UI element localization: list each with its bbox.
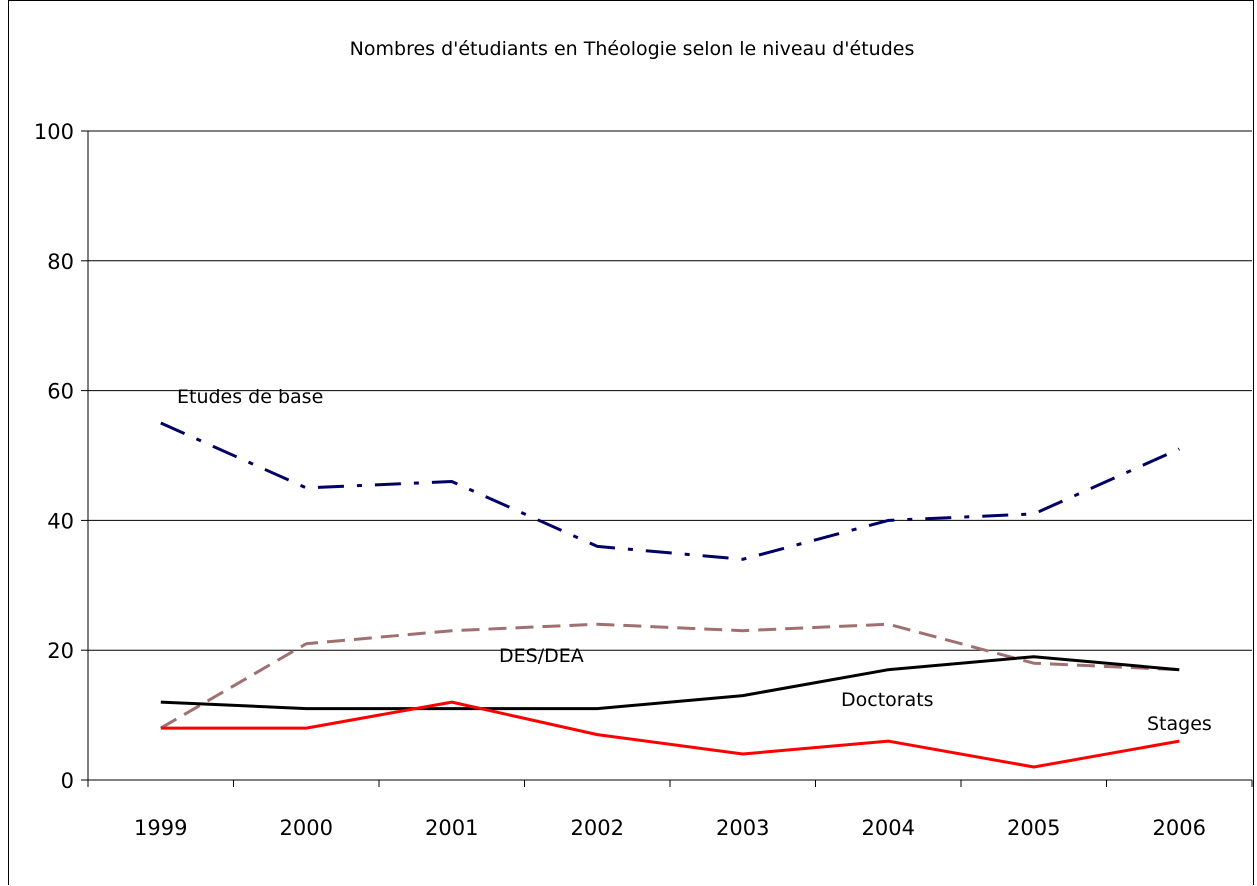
series-lines xyxy=(160,421,1180,769)
chart-frame: Nombres d'étudiants en Théologie selon l… xyxy=(8,0,1254,885)
y-tick-label: 60 xyxy=(47,380,74,404)
x-tick-label: 2006 xyxy=(1153,816,1206,840)
x-tick-label: 2000 xyxy=(280,816,333,840)
y-tick-label: 20 xyxy=(47,639,74,663)
x-tick-label: 2001 xyxy=(425,816,478,840)
series-line-des-dea xyxy=(160,622,1180,730)
x-tick-label: 2004 xyxy=(862,816,915,840)
x-tick-label: 1999 xyxy=(134,816,187,840)
gridlines xyxy=(88,130,1252,651)
chart-title: Nombres d'étudiants en Théologie selon l… xyxy=(350,38,915,60)
series-label-etudes-de-base: Etudes de base xyxy=(177,386,323,408)
series-line-etudes-de-base xyxy=(160,421,1180,561)
series-labels: Etudes de base DES/DEA Doctorats Stages xyxy=(177,386,1212,735)
y-tick-label: 80 xyxy=(47,250,74,274)
series-line-stages xyxy=(160,700,1180,769)
x-tick-label: 2002 xyxy=(571,816,624,840)
series-label-stages: Stages xyxy=(1147,713,1212,735)
axes: 0 20 40 60 80 100 1999 2000 2001 2002 2003 2004 2005… xyxy=(34,120,1253,840)
line-chart: Nombres d'étudiants en Théologie selon l… xyxy=(34,38,1253,840)
x-tick-label: 2003 xyxy=(716,816,769,840)
series-line-doctorats xyxy=(160,655,1180,711)
series-label-doctorats: Doctorats xyxy=(841,689,934,711)
x-tick-label: 2005 xyxy=(1007,816,1060,840)
series-label-des-dea: DES/DEA xyxy=(499,645,584,667)
y-tick-label: 0 xyxy=(61,769,74,793)
y-tick-label: 100 xyxy=(34,120,74,144)
y-tick-label: 40 xyxy=(47,509,74,533)
